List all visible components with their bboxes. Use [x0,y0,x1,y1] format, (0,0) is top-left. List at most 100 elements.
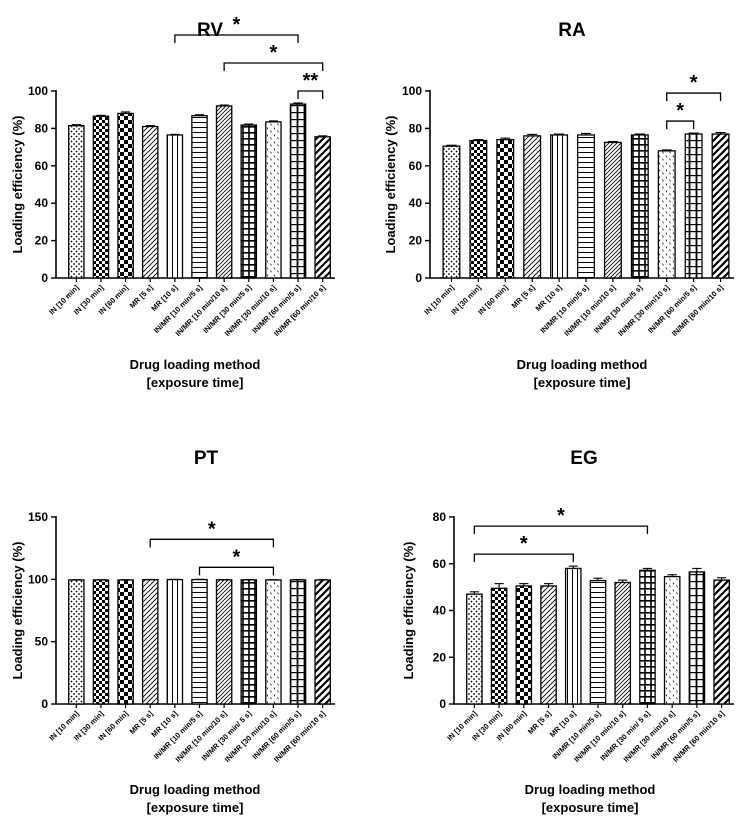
bar [92,579,110,705]
significance-label: ** [303,70,319,92]
bar [141,125,159,279]
bar [630,134,649,279]
significance-label: * [690,72,698,94]
significance-bracket [473,553,574,563]
y-tick-label: 50 [35,635,49,649]
y-tick-label: 40 [35,196,49,210]
bar [603,141,622,279]
y-tick-label: 0 [41,271,48,285]
chart-panel-ra: RA Loading efficiency (%) 0 20 40 60 80 100 IN [… [383,20,734,390]
significance-label: * [233,14,241,36]
x-axis-label: Drug loading method [517,357,648,372]
y-tick-label: 80 [35,121,49,135]
x-axis-label: [exposure time] [147,800,244,815]
y-tick-label: 0 [439,697,446,711]
bar [314,136,331,279]
bar [663,575,681,705]
significance-bracket [473,525,649,535]
chart-title: RA [558,20,586,41]
y-tick-label: 100 [28,84,48,98]
significance-label: * [270,42,278,64]
bar [550,134,569,279]
y-tick-label: 20 [409,234,423,248]
bar [92,115,110,279]
bar [490,587,508,705]
y-tick-label: 60 [409,159,423,173]
bar [469,139,488,279]
x-tick-label: IN/MR [30 min/5 s] [592,283,644,335]
x-tick-label: MR [5 s] [510,283,537,310]
bar [314,579,331,705]
bar [265,121,282,279]
bar [265,579,282,705]
y-tick-label: 40 [409,196,423,210]
x-axis-label: Drug loading method [525,782,656,797]
bar [466,593,483,705]
bar [684,133,703,279]
bar [289,579,307,705]
y-tick-label: 0 [41,697,48,711]
significance-bracket [174,34,299,43]
bar [711,133,730,279]
y-axis-label: Loading efficiency (%) [10,542,25,680]
bar [523,135,542,279]
bar [639,569,656,705]
x-tick-label: IN/MR [60 min/10 s] [670,283,725,338]
chart-title: PT [194,448,219,469]
significance-label: * [233,546,241,568]
y-tick-label: 100 [28,572,48,586]
bar [496,138,515,279]
significance-label: * [676,100,684,122]
bar [564,567,582,705]
y-tick-label: 80 [409,121,423,135]
x-axis-label: Drug loading method [130,782,261,797]
x-tick-label: IN/MR [60 min/5 s] [646,283,698,335]
bar [713,579,730,705]
significance-label: * [520,533,528,555]
bar [117,579,134,705]
significance-bracket [666,92,722,102]
bar [166,134,184,279]
bar [191,578,208,705]
x-axis-label: [exposure time] [534,375,631,390]
y-axis-label: Loading efficiency (%) [401,542,416,680]
x-tick-label: IN/MR [10 min/5 s] [538,283,590,335]
bar [688,571,706,705]
bar [589,579,607,705]
bar [289,103,307,279]
bar [614,581,632,705]
y-tick-label: 40 [433,604,447,618]
bar [68,124,85,279]
x-axis-label: Drug loading method [130,357,261,372]
bar [657,150,676,279]
significance-bracket [666,120,695,130]
y-tick-label: 150 [28,510,48,524]
y-tick-label: 20 [35,234,49,248]
significance-label: * [557,505,565,527]
bar [68,579,85,705]
bar [442,145,461,279]
chart-title: RV [197,20,223,41]
y-axis-label: Loading efficiency (%) [10,116,25,254]
y-tick-label: 60 [433,557,447,571]
bar [215,579,233,705]
y-tick-label: 60 [35,159,49,173]
bar [166,578,184,705]
y-axis-label: Loading efficiency (%) [383,116,398,254]
significance-bracket [223,62,324,71]
y-tick-label: 0 [415,271,422,285]
bar [215,105,233,279]
y-tick-label: 80 [433,510,447,524]
significance-label: * [208,518,216,540]
y-tick-label: 100 [402,84,422,98]
bar [191,115,208,279]
significance-bracket [149,538,275,548]
significance-bracket [198,566,275,576]
x-axis-label: [exposure time] [542,800,639,815]
x-axis-label: [exposure time] [147,375,244,390]
